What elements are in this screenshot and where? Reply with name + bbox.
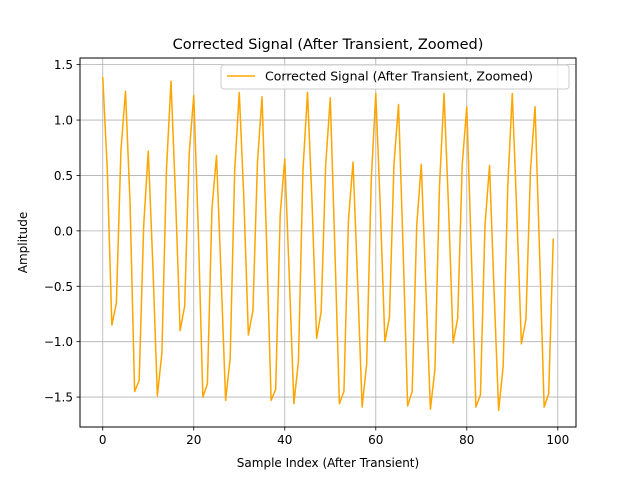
y-tick-label: 0.5: [54, 169, 73, 183]
x-axis-label: Sample Index (After Transient): [237, 456, 419, 470]
y-tick-label: −1.5: [44, 391, 73, 405]
plot-frame: [79, 57, 577, 428]
chart-title: Corrected Signal (After Transient, Zoome…: [173, 37, 484, 53]
y-tick-label: 1.0: [54, 114, 73, 128]
x-tick-label: 0: [99, 433, 107, 447]
x-tick-label: 100: [546, 433, 569, 447]
y-tick-label: −0.5: [44, 280, 73, 294]
y-tick-label: 0.0: [54, 224, 73, 238]
legend-box: [220, 64, 570, 90]
y-tick-label: 1.5: [54, 58, 73, 72]
series-line: [102, 76, 554, 412]
y-tick-label: −1.0: [44, 335, 73, 349]
grid-lines: [80, 58, 576, 427]
legend-label: Corrected Signal (After Transient, Zoome…: [265, 69, 533, 84]
x-tick-label: 20: [186, 433, 201, 447]
axis-ticks: 0 20 40 60 80 100 −1.5 −1.0 −0.5 0.0 0.5 1.0 1.5: [44, 58, 569, 447]
x-tick-label: 40: [277, 433, 292, 447]
x-tick-label: 80: [459, 433, 474, 447]
y-axis-label: Amplitude: [16, 212, 30, 274]
series-layer: [102, 76, 554, 412]
x-tick-label: 60: [368, 433, 383, 447]
legend: Corrected Signal (After Transient, Zoome…: [220, 64, 570, 90]
